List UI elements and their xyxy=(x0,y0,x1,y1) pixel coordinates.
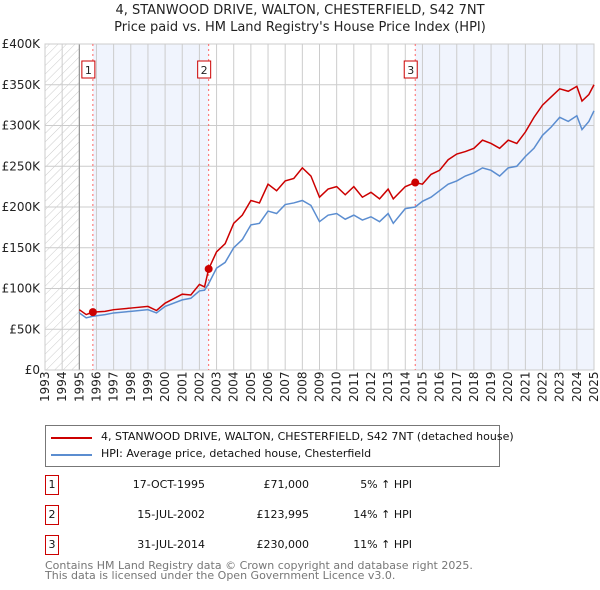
sale-label: 2 xyxy=(201,64,208,77)
sale-date: 31-JUL-2014 xyxy=(137,538,205,551)
legend-label: HPI: Average price, detached house, Ches… xyxy=(101,447,372,460)
plot-frame xyxy=(44,43,595,371)
legend-swatch-red xyxy=(51,437,92,439)
sale-row: 2 15-JUL-2002 £123,995 14% ↑ HPI xyxy=(45,505,445,525)
x-tick-label: 2020 xyxy=(501,371,515,402)
sale-hpi-diff: 11% ↑ HPI xyxy=(353,538,412,551)
sale-price: £71,000 xyxy=(263,478,310,491)
sale-row: 3 31-JUL-2014 £230,000 11% ↑ HPI xyxy=(45,535,445,555)
x-tick-label: 2013 xyxy=(381,371,395,402)
sale-price: £123,995 xyxy=(256,508,310,521)
x-tick-label: 2023 xyxy=(553,371,567,402)
sale-date: 15-JUL-2002 xyxy=(137,508,205,521)
series-line xyxy=(78,110,595,319)
y-tick-label: £0 xyxy=(25,363,40,377)
x-tick-label: 2017 xyxy=(450,371,464,402)
sale-label-box xyxy=(403,60,418,79)
x-tick-label: 2012 xyxy=(364,371,378,402)
y-tick-label: £250K xyxy=(2,159,42,173)
y-tick-label: £300K xyxy=(2,119,42,133)
x-tick-label: 2016 xyxy=(433,371,447,402)
x-tick-label: 2014 xyxy=(398,371,412,402)
sale-number: 2 xyxy=(45,505,59,525)
x-tick-label: 2000 xyxy=(158,371,172,402)
sale-number: 1 xyxy=(45,475,59,495)
x-tick-label: 2011 xyxy=(347,371,361,402)
x-tick-label: 1999 xyxy=(141,371,155,402)
x-tick-label: 2019 xyxy=(484,371,498,402)
x-tick-label: 2024 xyxy=(570,371,584,402)
chart-title: 4, STANWOOD DRIVE, WALTON, CHESTERFIELD,… xyxy=(115,3,485,18)
x-tick-label: 2010 xyxy=(330,371,344,402)
x-tick-label: 2022 xyxy=(536,371,550,402)
x-tick-label: 2009 xyxy=(313,371,327,402)
x-tick-label: 2001 xyxy=(175,371,189,402)
y-tick-label: £200K xyxy=(2,200,42,214)
footer-line: Contains HM Land Registry data © Crown c… xyxy=(45,559,473,572)
sale-hpi-diff: 14% ↑ HPI xyxy=(353,508,412,521)
sale-number: 3 xyxy=(45,535,59,555)
x-tick-label: 2021 xyxy=(518,371,532,402)
x-tick-label: 2015 xyxy=(415,371,429,402)
sale-label-box xyxy=(81,60,96,79)
x-tick-label: 1997 xyxy=(107,371,121,402)
x-tick-label: 1994 xyxy=(55,371,69,402)
sale-point xyxy=(411,178,420,187)
x-tick-label: 2003 xyxy=(210,371,224,402)
sale-label: 1 xyxy=(85,64,92,77)
sale-point xyxy=(88,308,97,317)
x-tick-label: 1993 xyxy=(38,371,52,402)
x-tick-label: 1996 xyxy=(89,371,103,402)
y-tick-label: £50K xyxy=(9,322,41,336)
x-tick-label: 2002 xyxy=(192,371,206,402)
x-tick-label: 2005 xyxy=(244,371,258,402)
x-tick-label: 2004 xyxy=(227,371,241,402)
sale-price: £230,000 xyxy=(256,538,310,551)
y-tick-label: £350K xyxy=(2,78,42,92)
x-tick-label: 2025 xyxy=(587,371,600,402)
x-tick-label: 2008 xyxy=(295,371,309,402)
y-tick-label: £400K xyxy=(2,37,42,51)
footer-line: This data is licensed under the Open Gov… xyxy=(45,569,396,582)
x-tick-label: 2007 xyxy=(278,371,292,402)
x-tick-label: 1995 xyxy=(72,371,86,402)
x-tick-label: 1998 xyxy=(124,371,138,402)
y-tick-label: £150K xyxy=(2,241,42,255)
series-line xyxy=(78,84,595,316)
sale-hpi-diff: 5% ↑ HPI xyxy=(360,478,412,491)
legend: 4, STANWOOD DRIVE, WALTON, CHESTERFIELD,… xyxy=(45,425,514,467)
x-tick-label: 2018 xyxy=(467,371,481,402)
price-chart: 1993 1994 1995 1996 1997 1998 1999 2000 2001 2002… xyxy=(2,37,600,402)
sale-point xyxy=(204,264,213,273)
sale-label-box xyxy=(197,60,212,79)
sale-label: 3 xyxy=(407,64,414,77)
x-tick-label: 2006 xyxy=(261,371,275,402)
y-tick-label: £100K xyxy=(2,282,42,296)
sale-row: 1 17-OCT-1995 £71,000 5% ↑ HPI xyxy=(45,475,445,495)
legend-swatch-blue xyxy=(51,454,92,456)
chart-subtitle: Price paid vs. HM Land Registry's House … xyxy=(114,20,486,35)
footer: Contains HM Land Registry data © Crown c… xyxy=(45,559,473,582)
legend-label: 4, STANWOOD DRIVE, WALTON, CHESTERFIELD,… xyxy=(101,430,514,443)
sale-date: 17-OCT-1995 xyxy=(132,478,205,491)
